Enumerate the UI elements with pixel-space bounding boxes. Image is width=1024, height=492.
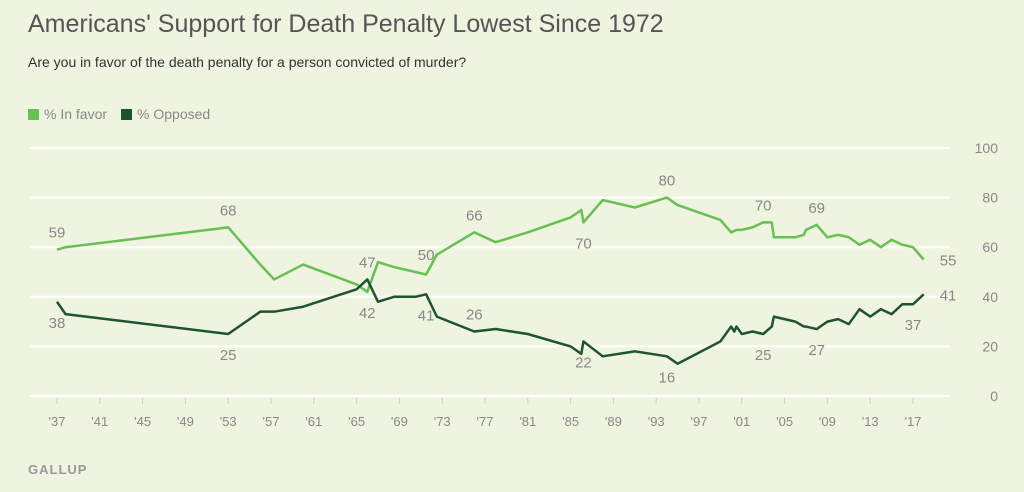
x-tick-label: '17 — [905, 414, 922, 429]
x-tick-label: '85 — [562, 414, 579, 429]
x-tick-label: '57 — [263, 414, 280, 429]
x-tick-label: '65 — [348, 414, 365, 429]
data-label-opposed: 47 — [359, 254, 376, 271]
data-label-opposed: 41 — [418, 307, 435, 324]
data-label-opposed: 38 — [49, 315, 66, 332]
y-tick-label: 20 — [982, 338, 998, 354]
x-tick-label: '53 — [220, 414, 237, 429]
y-tick-label: 60 — [982, 239, 998, 255]
data-label-favor: 70 — [575, 235, 592, 252]
data-label-favor: 68 — [220, 202, 237, 219]
x-tick-label: '13 — [862, 414, 879, 429]
x-tick-label: '97 — [691, 414, 708, 429]
x-tick-label: '41 — [91, 414, 108, 429]
y-tick-label: 80 — [982, 190, 998, 206]
data-label-favor: 80 — [659, 173, 676, 190]
y-tick-label: 40 — [982, 289, 998, 305]
data-label-opposed: 16 — [659, 369, 676, 386]
x-tick-label: '73 — [434, 414, 451, 429]
data-label-opposed: 27 — [808, 342, 825, 359]
chart-subtitle: Are you in favor of the death penalty fo… — [28, 54, 467, 70]
x-tick-label: '81 — [519, 414, 536, 429]
legend-label-opposed: % Opposed — [137, 106, 211, 122]
x-tick-label: '05 — [776, 414, 793, 429]
x-tick-label: '89 — [605, 414, 622, 429]
data-label-favor: 50 — [418, 247, 435, 264]
data-label-favor: 69 — [808, 200, 825, 217]
chart-title: Americans' Support for Death Penalty Low… — [28, 10, 664, 38]
legend-swatch-opposed — [121, 109, 133, 120]
data-label-opposed: 25 — [220, 347, 237, 364]
legend: % In favor % Opposed — [28, 106, 210, 122]
y-tick-label: 100 — [975, 140, 999, 156]
data-label-opposed: 41 — [940, 287, 957, 304]
y-tick-label: 0 — [990, 388, 998, 404]
x-tick-label: '93 — [648, 414, 665, 429]
series-line-favor — [56, 196, 925, 294]
x-tick-label: '37 — [49, 414, 66, 429]
x-tick-label: '61 — [305, 414, 322, 429]
x-tick-label: '77 — [477, 414, 494, 429]
series-line-opposed — [55, 278, 925, 366]
x-tick-label: '01 — [733, 414, 750, 429]
data-label-favor: 55 — [940, 253, 957, 270]
x-tick-label: '45 — [134, 414, 151, 429]
data-label-opposed: 37 — [905, 317, 922, 334]
x-tick-label: '69 — [391, 414, 408, 429]
data-label-favor: 70 — [755, 197, 772, 214]
x-tick-label: '49 — [177, 414, 194, 429]
legend-swatch-favor — [28, 109, 39, 120]
data-label-opposed: 22 — [575, 354, 592, 371]
legend-item-opposed: % Opposed — [121, 106, 210, 122]
source-label: GALLUP — [28, 462, 88, 477]
data-label-opposed: 26 — [466, 307, 483, 324]
data-label-favor: 59 — [49, 225, 66, 242]
legend-item-favor: % In favor — [28, 106, 107, 122]
data-label-favor: 42 — [359, 305, 376, 322]
data-label-opposed: 25 — [755, 347, 772, 364]
data-label-favor: 66 — [466, 207, 483, 224]
x-tick-label: '09 — [819, 414, 836, 429]
legend-label-favor: % In favor — [44, 106, 108, 122]
